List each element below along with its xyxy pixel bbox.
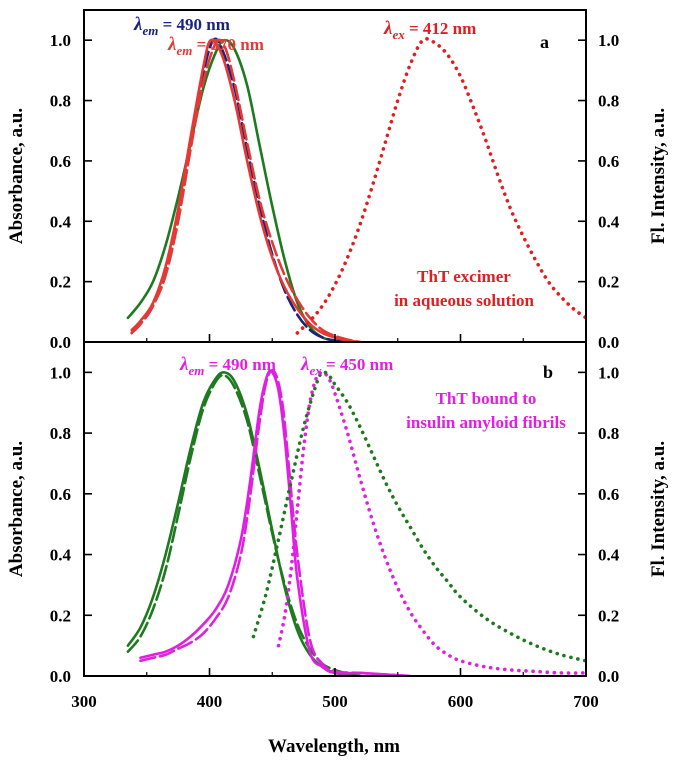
- y-axis-title-left: Absorbance, a.u.: [6, 441, 27, 577]
- x-tick-label: 500: [322, 692, 348, 711]
- y-axis-title-right: Fl. Intensity, a.u.: [648, 441, 669, 577]
- lambda-annotation-em490: λem = 490 nm: [133, 14, 230, 38]
- y-tick-label-left: 0.2: [50, 273, 71, 292]
- series-line-3: [130, 38, 362, 342]
- series-line-4: [139, 369, 412, 676]
- y-axis-title-right: Fl. Intensity, a.u.: [648, 108, 669, 244]
- y-tick-label-left: 1.0: [50, 363, 71, 382]
- y-tick-label-left: 0.0: [50, 667, 71, 686]
- series-line-5: [276, 370, 586, 675]
- y-tick-label-left: 0.4: [50, 546, 72, 565]
- x-axis-title: Wavelength, nm: [268, 736, 400, 757]
- x-tick-label: 700: [573, 692, 599, 711]
- condition-label-line-2: insulin amyloid fibrils: [406, 413, 566, 432]
- x-tick-label: 300: [71, 692, 97, 711]
- series-line-4: [130, 38, 362, 342]
- y-tick-label-left: 1.0: [50, 31, 71, 50]
- lambda-annotation-ex412: λex = 412 nm: [383, 18, 476, 42]
- y-tick-label-left: 0.0: [50, 333, 71, 352]
- y-tick-label-left: 0.2: [50, 606, 71, 625]
- series-group: [126, 37, 586, 342]
- series-line-1: [126, 38, 362, 342]
- y-tick-label-right: 0.6: [598, 152, 619, 171]
- y-tick-label-right: 0.8: [598, 92, 619, 111]
- condition-label-line-1: ThT excimer: [417, 267, 511, 286]
- y-axis-title-left: Absorbance, a.u.: [6, 108, 27, 244]
- y-tick-label-right: 0.4: [598, 212, 620, 231]
- y-tick-label-right: 0.0: [598, 667, 619, 686]
- series-group: [126, 369, 586, 676]
- y-tick-label-left: 0.8: [50, 92, 71, 111]
- panel-letter: b: [543, 362, 553, 382]
- y-tick-label-left: 0.8: [50, 424, 71, 443]
- y-tick-label-left: 0.4: [50, 212, 72, 231]
- x-tick-label: 600: [448, 692, 474, 711]
- y-tick-label-right: 0.4: [598, 546, 620, 565]
- panel-b: 300 400 500 600 700 0.0 0.0 0.2 0.2 0.4 0.4 0.6 0.6 0…: [6, 341, 669, 711]
- condition-label-line-2: in aqueous solution: [394, 291, 534, 310]
- series-line-6: [251, 370, 586, 663]
- panel-letter: a: [540, 32, 549, 52]
- y-tick-label-left: 0.6: [50, 485, 71, 504]
- panel-a: 0.0 0.0 0.2 0.2 0.4 0.4 0.6 0.6 0.8 0.8 1.0 1.0 Abso…: [6, 9, 669, 352]
- series-line-3: [139, 369, 412, 676]
- lambda-annotation-ex450: λex = 450 nm: [300, 354, 393, 378]
- y-tick-label-right: 0.2: [598, 606, 619, 625]
- y-tick-label-right: 1.0: [598, 31, 619, 50]
- y-tick-label-right: 0.0: [598, 333, 619, 352]
- condition-label-line-1: ThT bound to: [436, 389, 537, 408]
- lambda-annotation-em570: λem = 570 nm: [167, 34, 264, 58]
- lambda-annotation-em490: λem = 490 nm: [179, 354, 276, 378]
- y-tick-label-right: 0.6: [598, 485, 619, 504]
- y-tick-label-left: 0.6: [50, 152, 71, 171]
- x-tick-label: 400: [197, 692, 223, 711]
- y-tick-label-right: 1.0: [598, 363, 619, 382]
- y-tick-label-right: 0.2: [598, 273, 619, 292]
- series-line-5: [295, 37, 586, 335]
- y-tick-label-right: 0.8: [598, 424, 619, 443]
- series-line-2: [130, 37, 349, 342]
